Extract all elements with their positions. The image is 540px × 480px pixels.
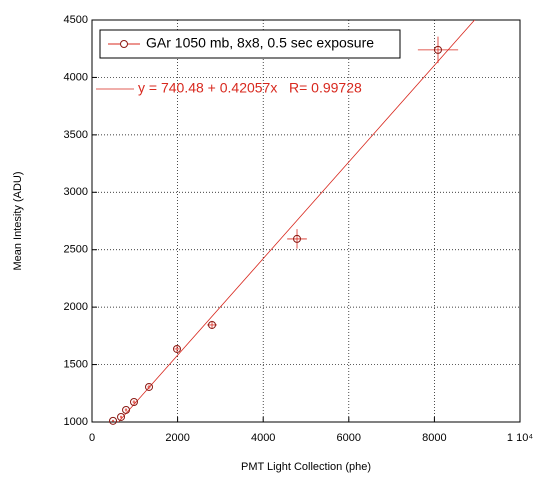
x-tick-label: 4000 (251, 432, 275, 444)
x-tick-label: 6000 (337, 432, 361, 444)
y-axis-label: Mean Intesity (ADU) (12, 171, 24, 270)
y-tick-label: 3500 (64, 129, 88, 141)
x-tick-label: 2000 (165, 432, 189, 444)
point (293, 234, 302, 243)
y-tick-label: 4500 (64, 14, 88, 26)
point (173, 344, 182, 353)
point (433, 45, 442, 54)
point (129, 398, 138, 407)
y-tick-label: 3000 (64, 186, 88, 198)
legend-label: GAr 1050 mb, 8x8, 0.5 sec exposure (146, 35, 374, 51)
point (117, 412, 126, 421)
point (145, 382, 154, 391)
x-tick-label: 8000 (422, 432, 446, 444)
y-tick-label: 2000 (64, 301, 88, 313)
x-tick-label: 1 10⁴ (507, 432, 533, 444)
legend-marker (120, 40, 128, 48)
y-tick-label: 1000 (64, 416, 88, 428)
x-axis-label: PMT Light Collection (phe) (241, 461, 371, 473)
point (109, 416, 118, 425)
point (208, 320, 217, 329)
point (122, 405, 131, 414)
y-tick-label: 1500 (64, 358, 88, 370)
y-tick-label: 2500 (64, 244, 88, 256)
annotation: y = 740.48 + 0.42057x R= 0.99728 (138, 80, 362, 96)
y-tick-label: 4000 (64, 71, 88, 83)
legend-box (99, 29, 401, 59)
fit-line (117, 20, 476, 422)
x-tick-label: 0 (89, 432, 95, 444)
plot-frame (91, 19, 521, 423)
